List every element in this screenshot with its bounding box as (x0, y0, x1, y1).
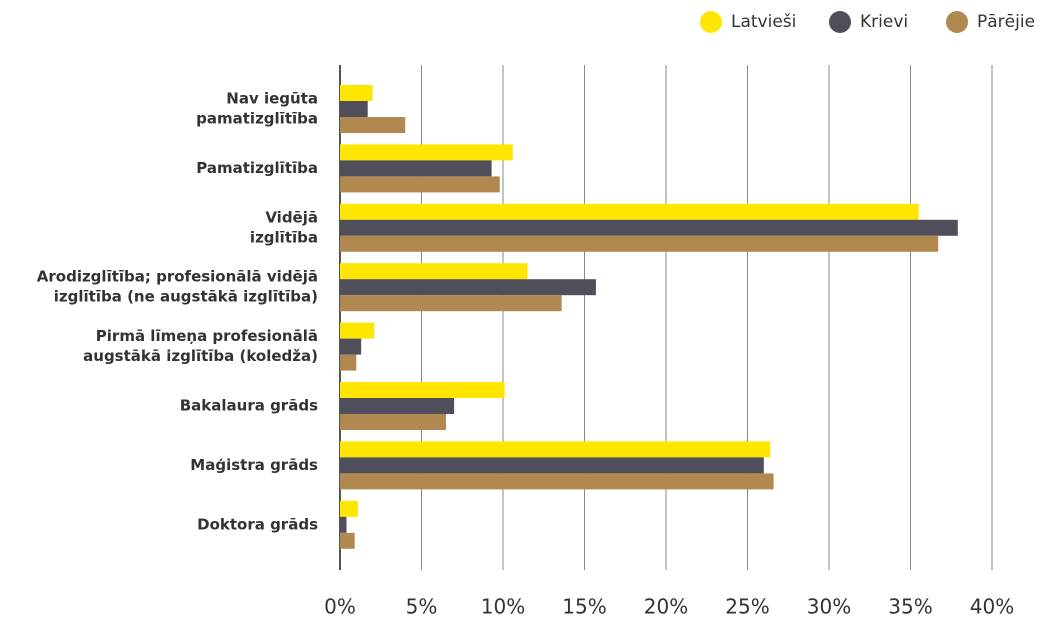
x-tick-label: 0% (324, 595, 356, 619)
x-tick-label: 15% (562, 595, 606, 619)
bar (340, 176, 500, 193)
bar (340, 414, 446, 430)
x-tick-label: 20% (644, 595, 688, 619)
x-tick-label: 10% (481, 595, 525, 619)
x-tick-label: 30% (807, 595, 851, 619)
bar (340, 500, 358, 517)
bar (340, 382, 505, 398)
y-tick-label: Nav iegūta (226, 90, 318, 108)
legend-marker (829, 11, 851, 33)
bar (340, 322, 375, 339)
bar (340, 160, 492, 177)
legend-label: Krievi (860, 12, 908, 32)
bar (340, 398, 455, 414)
y-tick-label: izglītība (ne augstākā izglītība) (54, 288, 318, 306)
bar (340, 295, 562, 312)
bar (340, 235, 939, 252)
bar (340, 354, 357, 371)
bar (340, 516, 347, 533)
legend-marker (700, 11, 722, 33)
legend-label: Pārējie (977, 12, 1035, 32)
bar (340, 85, 373, 101)
y-tick-label: Doktora grāds (197, 515, 318, 533)
bar (340, 117, 406, 133)
y-tick-label: augstākā izglītība (koledža) (83, 347, 318, 365)
legend-label: Latvieši (731, 12, 796, 32)
x-tick-label: 40% (970, 595, 1014, 619)
y-tick-label: Vidējā (265, 208, 318, 226)
y-tick-label: Pamatizglītība (196, 159, 318, 177)
y-tick-label: Pirmā līmeņa profesionālā (96, 327, 318, 345)
bar (340, 441, 771, 458)
bar (340, 532, 355, 549)
y-tick-label: pamatizglītība (196, 110, 318, 128)
bar (340, 101, 368, 117)
y-tick-label: izglītība (250, 228, 318, 246)
x-tick-label: 5% (406, 595, 438, 619)
bar (340, 263, 528, 280)
bar (340, 473, 774, 490)
bar (340, 338, 362, 355)
bar (340, 203, 919, 220)
legend-marker (946, 11, 968, 33)
bar (340, 219, 958, 236)
x-tick-label: 35% (888, 595, 932, 619)
bar (340, 144, 513, 161)
y-tick-label: Arodizglītība; profesionālā vidējā (37, 268, 318, 286)
y-tick-label: Maģistra grāds (190, 456, 318, 474)
y-tick-label: Bakalaura grāds (180, 397, 318, 415)
bar (340, 457, 764, 474)
x-tick-label: 25% (725, 595, 769, 619)
bar (340, 279, 596, 296)
